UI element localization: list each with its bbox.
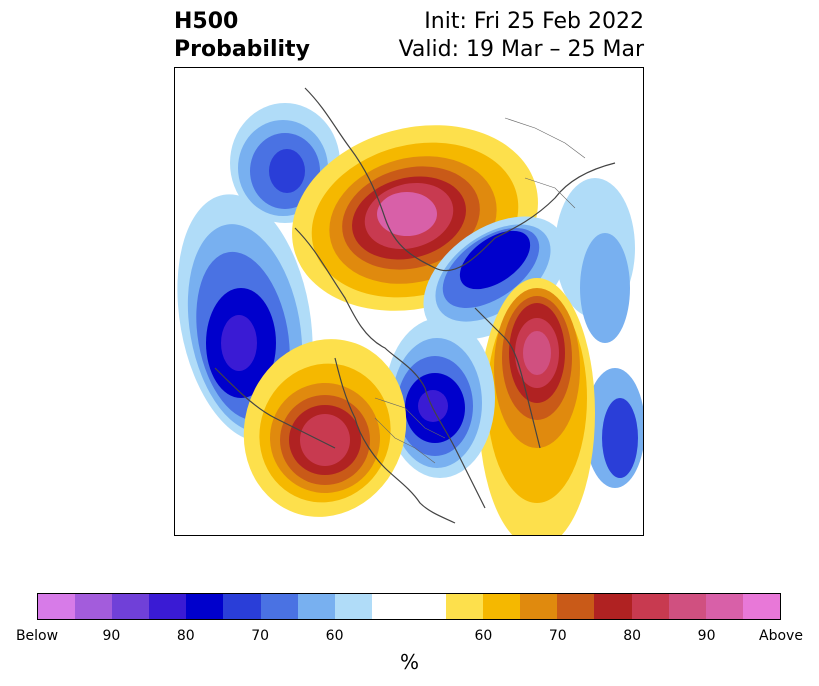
map-panel bbox=[174, 67, 644, 536]
colorbar-cell bbox=[260, 594, 298, 619]
colorbar-tick-label: 60 bbox=[325, 628, 344, 644]
colorbar-tick-label: Above bbox=[759, 628, 803, 644]
colorbar-tick-label: Below bbox=[15, 628, 59, 644]
probability-map bbox=[177, 87, 643, 535]
colorbar-cell bbox=[75, 594, 113, 619]
colorbar-cell bbox=[297, 594, 335, 619]
colorbar-cell bbox=[631, 594, 669, 619]
init-date: Init: Fri 25 Feb 2022 bbox=[424, 9, 644, 34]
colorbar-cell bbox=[334, 594, 372, 619]
title-line-1: H500 bbox=[174, 9, 239, 34]
colorbar-unit: % bbox=[399, 650, 419, 674]
colorbar-cell bbox=[112, 594, 150, 619]
colorbar-cell bbox=[223, 594, 261, 619]
colorbar-cell bbox=[705, 594, 743, 619]
probability-colorbar bbox=[37, 593, 781, 620]
colorbar-cell bbox=[557, 594, 595, 619]
colorbar-cell bbox=[668, 594, 706, 619]
title-line-2: Probability bbox=[174, 37, 310, 62]
valid-date: Valid: 19 Mar – 25 Mar bbox=[398, 37, 644, 62]
colorbar-tick-label: 80 bbox=[623, 628, 642, 644]
anomaly-central-below bbox=[385, 318, 495, 478]
colorbar-tick-label: 80 bbox=[176, 628, 195, 644]
colorbar-tick-label: 90 bbox=[102, 628, 121, 644]
colorbar-cell bbox=[483, 594, 521, 619]
country-borders bbox=[374, 117, 586, 464]
colorbar-cell bbox=[520, 594, 558, 619]
colorbar-cell bbox=[186, 594, 224, 619]
colorbar-cell bbox=[371, 594, 409, 619]
colorbar-cell bbox=[149, 594, 187, 619]
colorbar-tick-label: 70 bbox=[251, 628, 270, 644]
anomaly-namerica-above bbox=[243, 339, 407, 517]
colorbar-cell bbox=[594, 594, 632, 619]
colorbar-cell bbox=[38, 594, 76, 619]
colorbar-tick-label: 70 bbox=[548, 628, 567, 644]
map-title: H500 Probability bbox=[174, 8, 310, 64]
forecast-dates: Init: Fri 25 Feb 2022 Valid: 19 Mar – 25… bbox=[399, 8, 644, 64]
anomaly-east-asia-below bbox=[555, 178, 643, 488]
colorbar-cell bbox=[408, 594, 447, 619]
colorbar-cell bbox=[742, 594, 780, 619]
colorbar-ticks: Below 90 80 70 60 60 70 80 90 Above bbox=[16, 628, 803, 646]
colorbar-tick-label: 60 bbox=[474, 628, 493, 644]
coastlines bbox=[214, 87, 616, 524]
colorbar-cell bbox=[446, 594, 484, 619]
colorbar-tick-label: 90 bbox=[697, 628, 716, 644]
